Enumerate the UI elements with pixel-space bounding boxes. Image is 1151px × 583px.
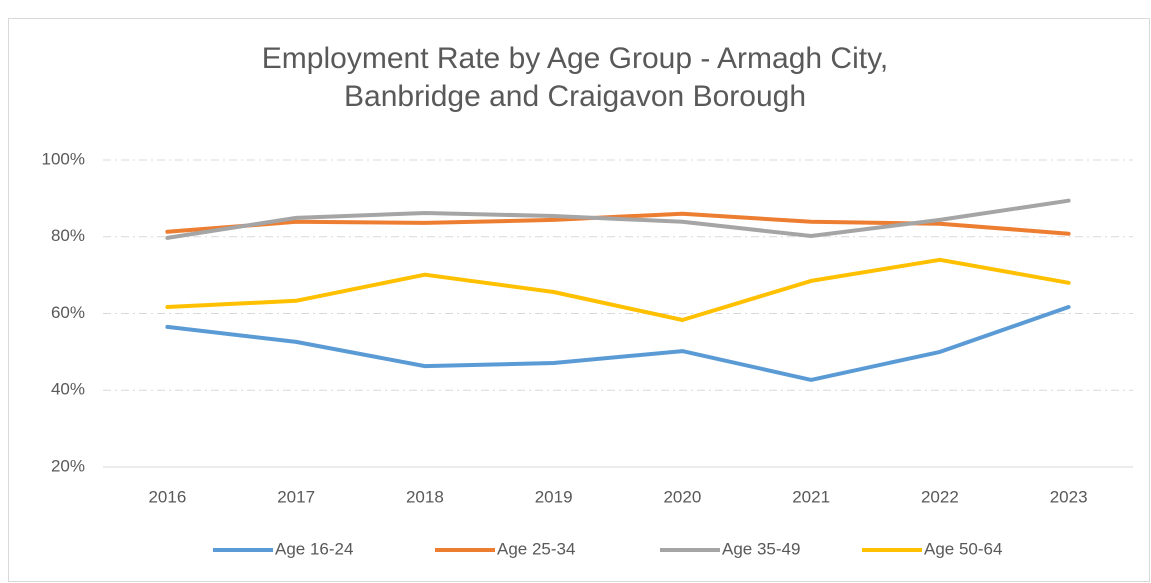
data-line xyxy=(165,198,1071,240)
y-tick-label: 40% xyxy=(51,380,85,399)
y-tick-label: 80% xyxy=(51,226,85,245)
x-tick-label: 2017 xyxy=(277,487,315,506)
legend-label: Age 50-64 xyxy=(924,539,1002,558)
x-tick-label: 2016 xyxy=(148,487,186,506)
y-tick-label: 100% xyxy=(42,149,85,168)
data-line xyxy=(165,305,1071,382)
chart-border xyxy=(8,18,1150,582)
x-tick-label: 2019 xyxy=(535,487,573,506)
x-tick-label: 2021 xyxy=(792,487,830,506)
legend-label: Age 16-24 xyxy=(275,539,353,558)
x-tick-label: 2018 xyxy=(406,487,444,506)
legend-label: Age 25-34 xyxy=(497,539,575,558)
x-tick-label: 2023 xyxy=(1050,487,1088,506)
chart-title: Employment Rate by Age Group - Armagh Ci… xyxy=(261,42,889,113)
legend-label: Age 35-49 xyxy=(722,539,800,558)
x-tick-label: 2020 xyxy=(663,487,701,506)
x-tick-label: 2022 xyxy=(921,487,959,506)
y-tick-label: 20% xyxy=(51,456,85,475)
data-line xyxy=(165,257,1071,322)
y-tick-label: 60% xyxy=(51,303,85,322)
